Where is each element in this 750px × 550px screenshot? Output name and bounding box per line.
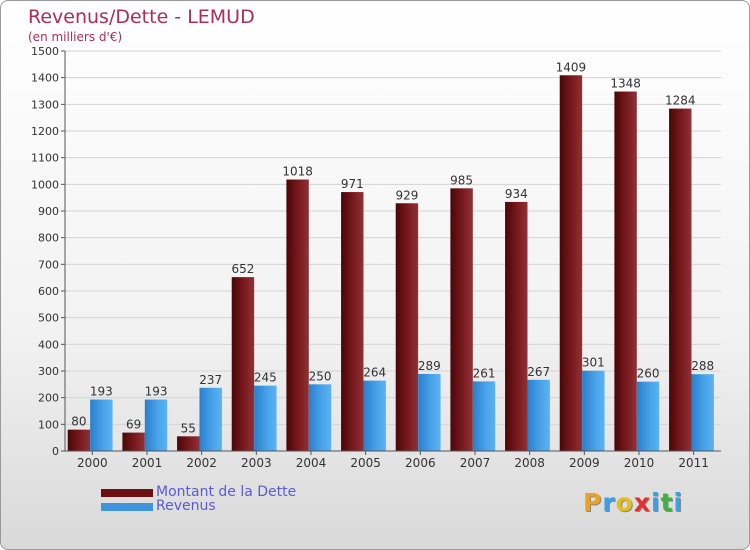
x-tick-label: 2004 bbox=[296, 456, 327, 470]
y-tick-label: 200 bbox=[38, 392, 59, 405]
x-tick-label: 2009 bbox=[569, 456, 600, 470]
bar-revenus bbox=[582, 370, 605, 451]
bar-dette bbox=[67, 429, 91, 451]
axis-layer: 0 100 200 300 400 500 600 700 800 900 1000 1100 1200… bbox=[31, 45, 721, 470]
data-label: 934 bbox=[505, 187, 528, 201]
x-tick-label: 2010 bbox=[624, 456, 655, 470]
legend-swatch-debt bbox=[101, 489, 153, 497]
logo-letter: x bbox=[633, 488, 651, 517]
x-tick-label: 2007 bbox=[460, 456, 491, 470]
y-tick-label: 1500 bbox=[31, 45, 59, 58]
bar-revenus bbox=[418, 373, 441, 451]
data-label: 250 bbox=[309, 369, 332, 383]
bar-dette bbox=[669, 108, 692, 451]
x-tick-label: 2000 bbox=[77, 456, 108, 470]
bar-dette bbox=[505, 201, 528, 451]
logo-letter: i bbox=[673, 488, 684, 517]
bar-dette bbox=[341, 192, 364, 452]
data-label: 193 bbox=[90, 385, 113, 399]
y-tick-label: 400 bbox=[38, 338, 59, 351]
y-tick-label: 1000 bbox=[31, 178, 59, 191]
bar-revenus bbox=[144, 399, 168, 451]
data-label: 289 bbox=[418, 359, 441, 373]
y-tick-label: 700 bbox=[38, 258, 59, 271]
y-tick-label: 600 bbox=[38, 285, 59, 298]
x-tick-label: 2001 bbox=[132, 456, 163, 470]
bar-revenus bbox=[254, 385, 277, 451]
y-tick-label: 1400 bbox=[31, 72, 59, 85]
bar-dette bbox=[177, 436, 200, 451]
bar-revenus bbox=[90, 399, 113, 451]
x-tick-label: 2006 bbox=[405, 456, 436, 470]
bar-revenus bbox=[363, 380, 386, 451]
bar-revenus bbox=[527, 379, 550, 451]
grid-layer bbox=[65, 50, 721, 452]
data-label: 69 bbox=[126, 418, 141, 432]
x-tick-label: 2003 bbox=[241, 456, 272, 470]
logo-letter: o bbox=[615, 488, 634, 517]
data-label: 1018 bbox=[282, 165, 313, 179]
y-tick-label: 300 bbox=[38, 365, 59, 378]
data-label: 301 bbox=[582, 356, 605, 370]
data-label: 237 bbox=[199, 373, 222, 387]
y-tick-label: 1300 bbox=[31, 98, 59, 111]
bar-dette bbox=[559, 75, 583, 452]
bar-revenus bbox=[636, 381, 660, 451]
bar-revenus bbox=[472, 381, 496, 451]
proxiti-logo: Proxiti bbox=[583, 488, 683, 517]
data-label: 260 bbox=[637, 367, 660, 381]
y-tick-label: 100 bbox=[38, 418, 59, 431]
data-label: 267 bbox=[527, 365, 550, 379]
bar-dette bbox=[395, 203, 419, 451]
data-label: 264 bbox=[363, 366, 386, 380]
logo-letter: r bbox=[602, 488, 616, 517]
data-label: 193 bbox=[145, 385, 168, 399]
data-label: 1348 bbox=[610, 77, 641, 91]
data-label: 288 bbox=[691, 359, 714, 373]
y-tick-label: 800 bbox=[38, 232, 59, 245]
bar-dette bbox=[231, 277, 255, 451]
y-tick-label: 0 bbox=[52, 445, 59, 458]
bar-dette bbox=[122, 432, 145, 451]
x-tick-label: 2008 bbox=[514, 456, 545, 470]
logo-letter: P bbox=[583, 488, 603, 517]
legend-swatch-revenus bbox=[101, 503, 153, 511]
y-tick-label: 900 bbox=[38, 205, 59, 218]
bar-revenus bbox=[308, 384, 332, 451]
bar-revenus bbox=[199, 387, 222, 451]
legend-label-revenus: Revenus bbox=[156, 498, 216, 514]
y-tick-label: 1200 bbox=[31, 125, 59, 138]
logo-letter: t bbox=[660, 488, 674, 517]
data-label: 245 bbox=[254, 371, 277, 385]
data-label: 261 bbox=[473, 366, 496, 380]
x-tick-label: 2002 bbox=[186, 456, 217, 470]
bar-dette bbox=[286, 179, 309, 452]
data-label: 985 bbox=[450, 173, 473, 187]
y-tick-label: 500 bbox=[38, 312, 59, 325]
x-tick-label: 2011 bbox=[678, 456, 709, 470]
bar-revenus bbox=[691, 374, 714, 451]
data-label: 55 bbox=[181, 421, 196, 435]
chart-title: Revenus/Dette - LEMUD bbox=[28, 6, 255, 28]
x-tick-label: 2005 bbox=[350, 456, 381, 470]
data-label: 80 bbox=[71, 415, 86, 429]
data-label: 929 bbox=[395, 188, 418, 202]
data-label: 1284 bbox=[665, 94, 696, 108]
logo-letter: i bbox=[651, 488, 661, 517]
bar-dette bbox=[614, 91, 637, 452]
bar-dette bbox=[450, 188, 473, 452]
data-label: 652 bbox=[231, 262, 254, 276]
y-tick-label: 1100 bbox=[31, 152, 59, 165]
data-label: 1409 bbox=[556, 60, 587, 74]
legend-label-debt: Montant de la Dette bbox=[156, 484, 297, 500]
chart-subtitle: (en milliers d'€) bbox=[28, 30, 123, 44]
labels-layer: 80 69 55 652 1018 971 929 985 934 1409 1348 1284 193… bbox=[71, 60, 714, 435]
bars-layer bbox=[67, 75, 714, 452]
data-label: 971 bbox=[341, 177, 364, 191]
